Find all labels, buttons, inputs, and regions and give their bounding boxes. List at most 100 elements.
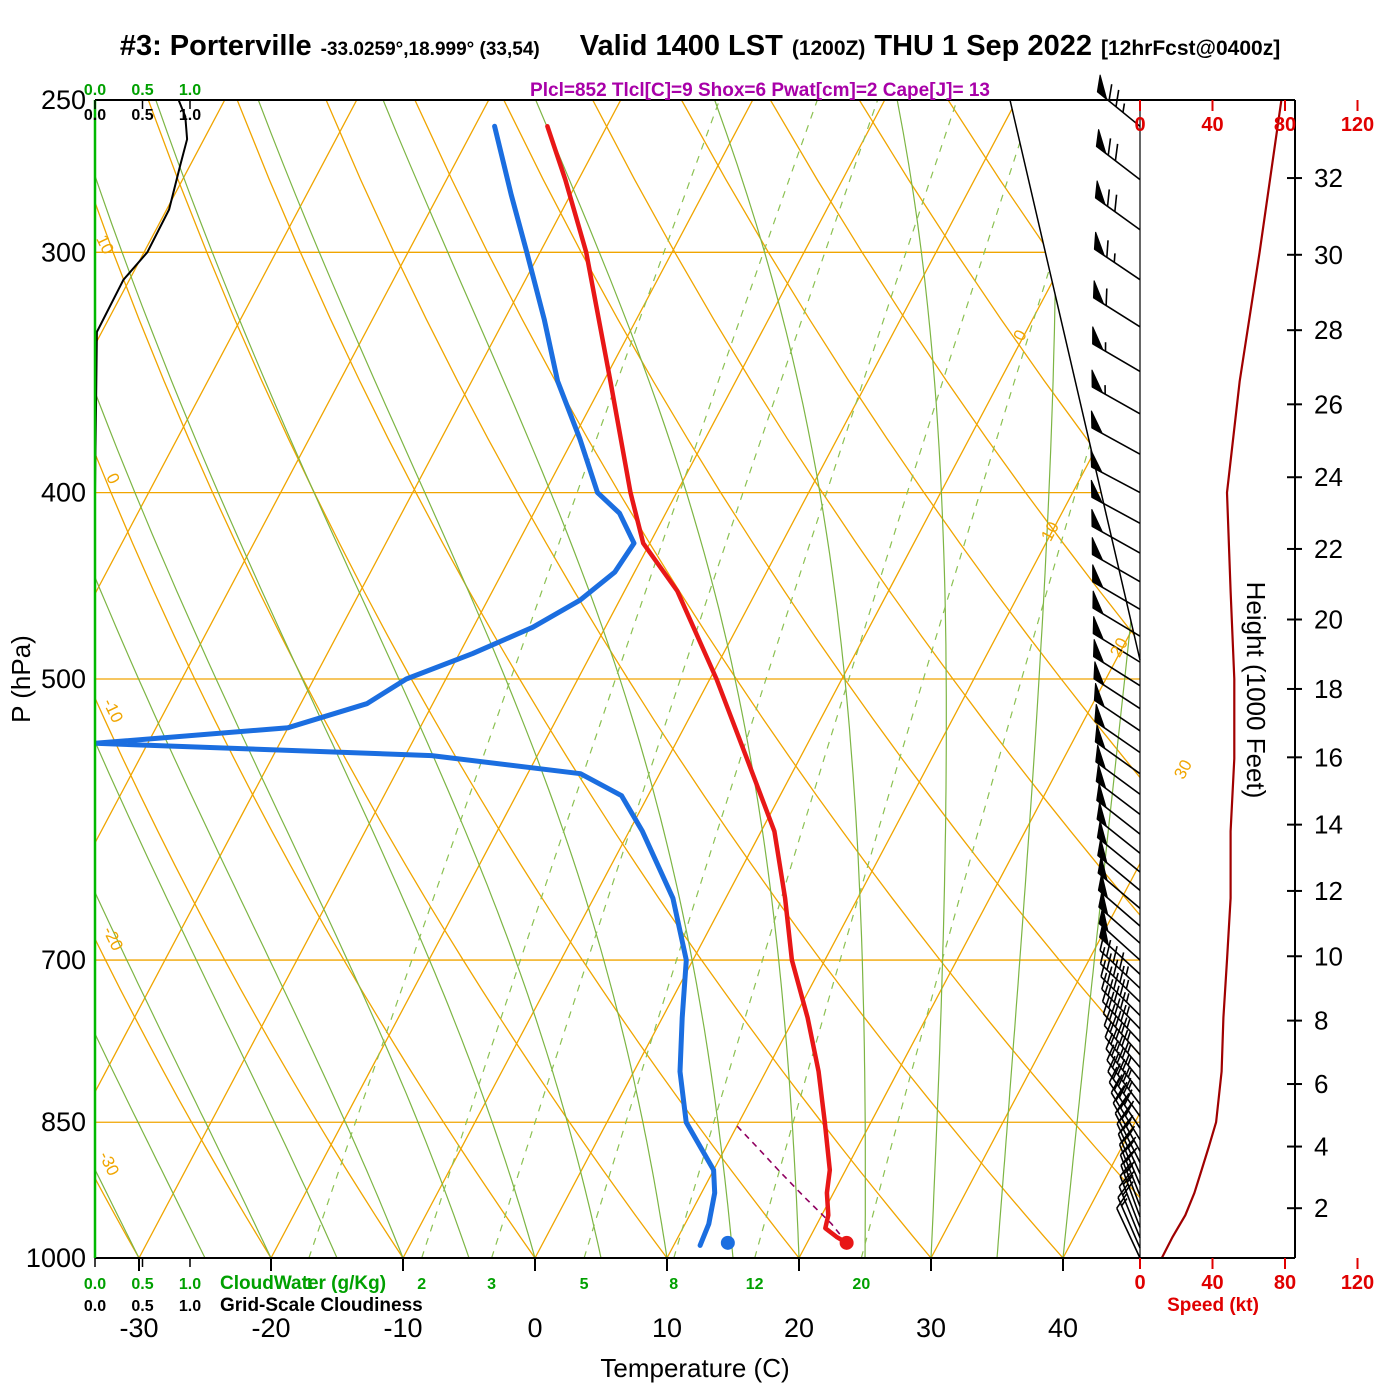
moist-adiabat-line <box>95 100 404 1258</box>
moist-adiabat-line <box>95 100 338 1258</box>
svg-text:14: 14 <box>1314 810 1343 840</box>
adiabat-edge-label: -30 <box>95 1148 123 1178</box>
moist-adiabat-line <box>896 100 947 1258</box>
mixing-ratio-label: 20 <box>852 1276 870 1293</box>
mixing-ratio-line <box>583 100 958 1258</box>
svg-text:1000: 1000 <box>26 1243 86 1273</box>
isotherm-edge-label: 30 <box>1170 757 1196 783</box>
svg-text:1.0: 1.0 <box>179 1298 201 1315</box>
svg-text:22: 22 <box>1314 534 1343 564</box>
wind-barbs <box>1090 74 1141 1259</box>
mixing-ratio-line <box>308 100 721 1258</box>
forecast-tag: [12hrFcst@0400z] <box>1100 37 1281 60</box>
isotherm-line <box>95 100 226 1258</box>
svg-text:400: 400 <box>41 478 86 508</box>
svg-text:1.0: 1.0 <box>179 107 201 124</box>
adiabat-edge-label: 0 <box>102 470 123 487</box>
svg-text:-20: -20 <box>251 1313 290 1343</box>
svg-text:-30: -30 <box>119 1313 158 1343</box>
svg-text:20: 20 <box>1314 605 1343 635</box>
svg-text:0: 0 <box>527 1313 542 1343</box>
svg-text:10: 10 <box>652 1313 682 1343</box>
svg-text:30: 30 <box>916 1313 946 1343</box>
svg-text:10: 10 <box>1314 941 1343 971</box>
svg-text:16: 16 <box>1314 742 1343 772</box>
moist-adiabat-line <box>382 100 734 1258</box>
svg-text:80: 80 <box>1274 114 1296 136</box>
dry-adiabat-line <box>858 100 1140 1258</box>
svg-text:0.5: 0.5 <box>131 1276 153 1293</box>
moist-adiabat-line <box>155 100 602 1258</box>
cloudiness-axis-title: Grid-Scale Cloudiness <box>220 1295 423 1316</box>
mixing-ratio-label: 12 <box>746 1276 764 1293</box>
svg-text:40: 40 <box>1201 1272 1223 1294</box>
svg-text:20: 20 <box>784 1313 814 1343</box>
svg-text:4: 4 <box>1314 1132 1328 1162</box>
mixing-ratio-label: 8 <box>669 1276 678 1293</box>
svg-text:40: 40 <box>1048 1313 1078 1343</box>
dry-adiabat-line <box>325 100 1064 1258</box>
svg-text:0.5: 0.5 <box>131 1298 153 1315</box>
mixing-ratio-line <box>673 100 1035 1258</box>
moist-adiabat-line <box>95 100 272 1258</box>
mixing-ratio-label: 5 <box>580 1276 589 1293</box>
svg-text:0.5: 0.5 <box>131 82 153 99</box>
isotherm-edge-label: 10 <box>1037 519 1063 545</box>
height-axis-title: Height (1000 Feet) <box>1241 582 1271 799</box>
svg-text:2: 2 <box>1314 1193 1328 1223</box>
dry-adiabat-line <box>95 100 272 1258</box>
dry-adiabat-line <box>503 100 1140 1258</box>
dry-adiabat-line <box>236 100 932 1258</box>
svg-text:0: 0 <box>1134 1272 1145 1294</box>
dewpoint-curve <box>95 123 718 1248</box>
svg-text:30: 30 <box>1314 240 1343 270</box>
adiabat-edge-label: -10 <box>99 695 127 725</box>
moist-adiabat-line <box>1062 100 1140 1258</box>
parcel-path <box>734 1123 848 1244</box>
moist-adiabat-line <box>535 100 800 1258</box>
svg-text:18: 18 <box>1314 674 1343 704</box>
valid-date: THU 1 Sep 2022 <box>874 30 1092 62</box>
moist-adiabat-line <box>714 100 866 1258</box>
mixing-ratio-line <box>860 100 1140 1258</box>
svg-text:8: 8 <box>1314 1006 1328 1036</box>
svg-text:32: 32 <box>1314 163 1343 193</box>
surface-temperature-dot <box>839 1235 854 1250</box>
dry-adiabat-line <box>769 100 1140 1258</box>
svg-text:0.5: 0.5 <box>131 107 153 124</box>
dry-adiabat-line <box>680 100 1140 1258</box>
station-coords: -33.0259°,18.999° (33,54) <box>320 39 540 60</box>
isotherm-edge-label: 20 <box>1106 635 1132 661</box>
dry-adiabat-line <box>95 100 536 1258</box>
svg-text:26: 26 <box>1314 389 1343 419</box>
svg-text:850: 850 <box>41 1107 86 1137</box>
isotherm-line <box>95 100 358 1258</box>
pressure-axis-title: P (hPa) <box>6 635 36 723</box>
svg-text:120: 120 <box>1341 1272 1374 1294</box>
moist-adiabat-line <box>95 100 536 1258</box>
background-grid <box>95 100 1140 1258</box>
adiabat-edge-label: -20 <box>99 923 127 953</box>
svg-text:1.0: 1.0 <box>179 82 201 99</box>
svg-text:500: 500 <box>41 664 86 694</box>
dry-adiabat-line <box>147 100 800 1258</box>
svg-text:250: 250 <box>41 85 86 115</box>
svg-text:0.0: 0.0 <box>84 107 106 124</box>
svg-text:0.0: 0.0 <box>84 1276 106 1293</box>
svg-text:1.0: 1.0 <box>179 1276 201 1293</box>
stability-params: Plcl=852 Tlcl[C]=9 Shox=6 Pwat[cm]=2 Cap… <box>530 80 990 101</box>
mixing-ratio-line <box>754 100 1104 1258</box>
mixing-ratio-line <box>421 100 818 1258</box>
dry-adiabat-line <box>592 100 1140 1258</box>
moist-adiabat-line <box>95 100 470 1258</box>
svg-text:0.0: 0.0 <box>84 82 106 99</box>
svg-text:120: 120 <box>1341 114 1374 136</box>
svg-text:28: 28 <box>1314 315 1343 345</box>
moist-adiabat-line <box>996 100 1057 1258</box>
wind-speed-profile <box>1160 99 1283 1259</box>
dry-adiabat-line <box>95 100 668 1258</box>
chart-frame <box>93 99 1296 1259</box>
